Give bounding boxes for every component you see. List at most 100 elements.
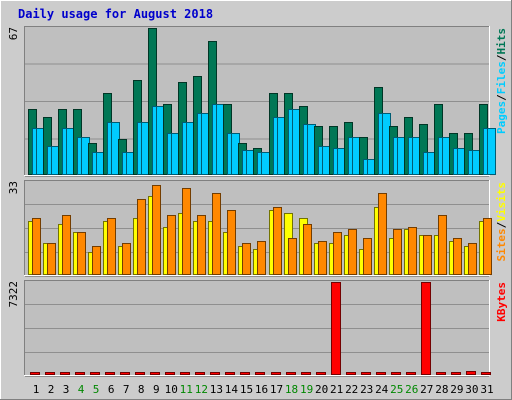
kbytes-bar-kbytes-day-1: [30, 372, 40, 375]
kbytes-bar-kbytes-day-6: [105, 372, 115, 375]
kbytes-bar-kbytes-day-4: [75, 372, 85, 375]
x-tick-label-day-10: 10: [165, 383, 178, 396]
sites-visits-panel: 33 Sites/Visits: [7, 180, 508, 277]
kbytes-bar-kbytes-day-5: [90, 372, 100, 375]
x-tick-label-day-24: 24: [375, 383, 389, 396]
sites-visits-bar-sites-day-10: [167, 215, 176, 275]
sites-visits-bar-sites-day-21: [333, 232, 342, 275]
kbytes-bar-kbytes-day-3: [60, 372, 70, 375]
x-tick-label-day-5: 5: [93, 383, 100, 396]
x-tick-label-day-22: 22: [345, 383, 358, 396]
sites-visits-bar-sites-day-23: [363, 238, 372, 275]
x-tick-label-day-14: 14: [225, 383, 239, 396]
sites-visits-bar-sites-day-13: [212, 193, 221, 275]
x-tick-label-day-26: 26: [405, 383, 418, 396]
kbytes-bar-kbytes-day-20: [316, 372, 326, 375]
sites-visits-bar-sites-day-26: [408, 227, 417, 275]
kbytes-bar-kbytes-day-26: [406, 372, 416, 375]
sites-visits-bar-sites-day-12: [197, 215, 206, 275]
x-tick-label-day-1: 1: [33, 383, 40, 396]
x-tick-label-day-23: 23: [360, 383, 373, 396]
kbytes-bar-kbytes-day-10: [165, 372, 175, 375]
x-tick-label-day-2: 2: [48, 383, 55, 396]
x-tick-label-day-4: 4: [78, 383, 85, 396]
x-tick-label-day-16: 16: [255, 383, 268, 396]
sites-visits-legend-entry: Sites: [495, 228, 508, 261]
x-tick-label-day-3: 3: [63, 383, 70, 396]
x-tick-label-day-21: 21: [330, 383, 343, 396]
x-tick-label-day-19: 19: [300, 383, 313, 396]
kbytes-bar-kbytes-day-22: [346, 372, 356, 375]
kbytes-legend-entry: KBytes: [495, 282, 508, 322]
sites-visits-legend: Sites/Visits: [495, 182, 508, 262]
kbytes-bar-kbytes-day-31: [481, 372, 491, 375]
x-tick-label-day-31: 31: [480, 383, 493, 396]
kbytes-bar-kbytes-day-15: [240, 372, 250, 375]
x-tick-label-day-15: 15: [240, 383, 253, 396]
sites-visits-bar-sites-day-31: [483, 218, 492, 275]
hits-files-pages-bar-pages-day-16: [261, 152, 270, 175]
x-axis-labels: 1 2 3 4 5 6 7 8 9 10 11 12 13 14 15 16 17 18 19 20 21 22 23 24 2…: [33, 383, 494, 396]
kbytes-bar-kbytes-day-28: [436, 372, 446, 375]
sites-visits-bar-sites-day-5: [92, 246, 101, 275]
hits-files-pages-legend: Pages/Files/Hits: [495, 28, 508, 134]
kbytes-panel: 7322 KBytes: [7, 280, 508, 377]
kbytes-bar-kbytes-day-23: [361, 372, 371, 375]
sites-visits-bar-sites-day-16: [257, 241, 266, 275]
hits-files-pages-legend-entry: Hits: [495, 28, 508, 55]
x-tick-label-day-20: 20: [315, 383, 328, 396]
sites-visits-bar-sites-day-9: [152, 185, 161, 275]
x-tick-label-day-7: 7: [123, 383, 130, 396]
x-tick-label-day-27: 27: [420, 383, 433, 396]
x-tick-label-day-11: 11: [180, 383, 193, 396]
x-tick-label-day-30: 30: [465, 383, 478, 396]
sites-visits-bar-sites-day-1: [32, 218, 41, 275]
x-tick-label-day-9: 9: [153, 383, 160, 396]
hits-files-pages-legend-entry: /: [495, 54, 508, 61]
sites-visits-bar-sites-day-29: [453, 238, 462, 275]
x-tick-label-day-17: 17: [270, 383, 283, 396]
kbytes-bar-kbytes-day-17: [271, 372, 281, 375]
sites-visits-legend-entry: /: [495, 221, 508, 228]
kbytes-bar-kbytes-day-24: [376, 372, 386, 375]
kbytes-bar-kbytes-day-8: [135, 372, 145, 375]
sites-visits-bar-sites-day-6: [107, 218, 116, 275]
hits-files-pages-legend-entry: Pages: [495, 101, 508, 134]
kbytes-legend: KBytes: [495, 282, 508, 322]
sites-visits-bar-sites-day-28: [438, 215, 447, 275]
sites-visits-bar-sites-day-20: [318, 241, 327, 275]
chart-title: Daily usage for August 2018: [18, 7, 213, 21]
kbytes-bar-kbytes-day-9: [150, 372, 160, 375]
sites-visits-bar-sites-day-30: [468, 243, 477, 275]
sites-visits-bar-sites-day-27: [423, 235, 432, 275]
hits-files-pages-legend-entry: Files: [495, 61, 508, 94]
kbytes-bar-kbytes-day-11: [180, 372, 190, 375]
sites-visits-bar-sites-day-4: [77, 232, 86, 275]
kbytes-bar-kbytes-day-16: [255, 372, 265, 375]
sites-visits-ymax-label: 33: [7, 181, 20, 194]
kbytes-bar-kbytes-day-21: [331, 282, 341, 375]
kbytes-bar-kbytes-day-7: [120, 372, 130, 375]
kbytes-bar-kbytes-day-27: [421, 282, 431, 375]
sites-visits-bar-sites-day-22: [348, 229, 357, 275]
x-tick-label-day-18: 18: [285, 383, 298, 396]
x-tick-label-day-25: 25: [390, 383, 403, 396]
sites-visits-bar-sites-day-24: [378, 193, 387, 275]
kbytes-bar-kbytes-day-2: [45, 372, 55, 375]
sites-visits-bar-sites-day-17: [273, 207, 282, 275]
kbytes-bar-kbytes-day-30: [466, 371, 476, 375]
hits-files-pages-legend-entry: /: [495, 94, 508, 101]
hits-files-pages-ymax-label: 67: [7, 27, 20, 40]
sites-visits-bar-sites-day-7: [122, 243, 131, 275]
sites-visits-bar-sites-day-19: [303, 224, 312, 275]
kbytes-bar-kbytes-day-12: [195, 372, 205, 375]
kbytes-bar-kbytes-day-14: [225, 372, 235, 375]
x-tick-label-day-12: 12: [195, 383, 208, 396]
sites-visits-bar-sites-day-3: [62, 215, 71, 275]
sites-visits-bar-sites-day-25: [393, 229, 402, 275]
x-tick-label-day-28: 28: [435, 383, 448, 396]
kbytes-bar-kbytes-day-18: [286, 372, 296, 375]
sites-visits-bar-sites-day-15: [242, 243, 251, 275]
